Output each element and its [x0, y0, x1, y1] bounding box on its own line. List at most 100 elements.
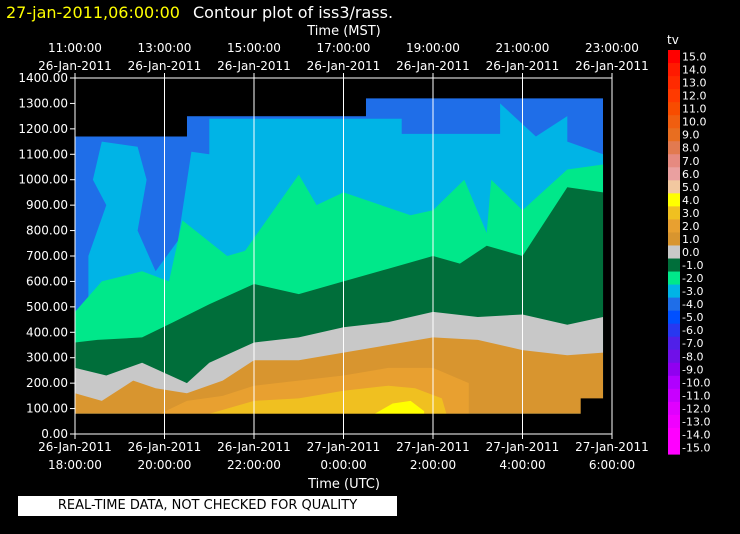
x-tick-time-bottom: 0:00:00 [320, 458, 366, 472]
colorbar-label: 4.0 [682, 194, 700, 207]
colorbar-swatch [668, 258, 680, 273]
colorbar-swatch [668, 128, 680, 142]
colorbar-label: 15.0 [682, 51, 707, 64]
y-tick-label: 500.00 [26, 300, 68, 314]
colorbar-label: -8.0 [682, 350, 703, 363]
x-tick-date-top: 26-Jan-2011 [396, 59, 470, 73]
x-axis-bottom-label: Time (UTC) [307, 477, 380, 492]
y-tick-label: 0.00 [41, 427, 68, 441]
colorbar-swatch [668, 193, 680, 207]
x-tick-date-top: 26-Jan-2011 [217, 59, 291, 73]
colorbar-swatch [668, 89, 680, 103]
x-tick-time-bottom: 20:00:00 [138, 458, 192, 472]
colorbar-swatch [668, 284, 680, 299]
y-tick-label: 400.00 [26, 325, 68, 339]
colorbar-label: 8.0 [682, 142, 700, 155]
colorbar-label: 5.0 [682, 181, 700, 194]
colorbar-label: -14.0 [682, 428, 710, 441]
colorbar-swatch [668, 388, 680, 403]
colorbar-swatch [668, 102, 680, 116]
x-tick-date-bottom: 27-Jan-2011 [486, 440, 560, 454]
colorbar-swatch [668, 362, 680, 377]
x-tick-time-top: 13:00:00 [138, 41, 192, 55]
y-tick-label: 600.00 [26, 274, 68, 288]
colorbar-label: -3.0 [682, 285, 703, 298]
colorbar-label: 11.0 [682, 103, 707, 116]
x-tick-date-bottom: 26-Jan-2011 [217, 440, 291, 454]
x-tick-time-bottom: 4:00:00 [499, 458, 545, 472]
colorbar-swatch [668, 310, 680, 325]
colorbar-label: 9.0 [682, 129, 700, 142]
axes-layer: 0.00 100.00 200.00 300.00 400.00 500.00 600.00… [18, 41, 648, 472]
colorbar-swatch [668, 375, 680, 390]
quality-notice: REAL-TIME DATA, NOT CHECKED FOR QUALITY [18, 496, 397, 516]
colorbar-label: -1.0 [682, 259, 703, 272]
colorbar-label: -5.0 [682, 311, 703, 324]
contour-band-orange [75, 337, 604, 414]
colorbar-label: -12.0 [682, 402, 710, 415]
x-tick-date-top: 26-Jan-2011 [128, 59, 202, 73]
y-tick-label: 1300.00 [18, 96, 68, 110]
no-data-top-left [75, 78, 187, 137]
colorbar-label: 6.0 [682, 168, 700, 181]
x-tick-time-top: 11:00:00 [48, 41, 102, 55]
y-tick-label: 1100.00 [18, 147, 68, 161]
x-tick-time-top: 17:00:00 [317, 41, 371, 55]
no-data-top-mid [186, 78, 366, 117]
colorbar-label: 0.0 [682, 246, 700, 259]
colorbar-label: -11.0 [682, 389, 710, 402]
y-tick-label: 800.00 [26, 224, 68, 238]
colorbar-label: -9.0 [682, 363, 703, 376]
y-tick-label: 1400.00 [18, 71, 68, 85]
y-tick-label: 900.00 [26, 198, 68, 212]
no-data-top [365, 78, 604, 99]
x-tick-date-bottom: 26-Jan-2011 [128, 440, 202, 454]
x-tick-date-bottom: 27-Jan-2011 [396, 440, 470, 454]
x-tick-time-top: 15:00:00 [227, 41, 281, 55]
colorbar-swatch [668, 180, 680, 194]
colorbar-label: -10.0 [682, 376, 710, 389]
colorbar-label: 13.0 [682, 77, 707, 90]
contour-fill-layer [75, 98, 604, 414]
colorbar-swatch [668, 167, 680, 181]
y-tick-label: 700.00 [26, 249, 68, 263]
x-tick-time-bottom: 22:00:00 [227, 458, 281, 472]
y-tick-label: 300.00 [26, 351, 68, 365]
colorbar-title: tv [667, 33, 679, 47]
colorbar-swatch [668, 232, 680, 247]
x-tick-time-top: 23:00:00 [585, 41, 639, 55]
colorbar-label: 3.0 [682, 207, 700, 220]
colorbar-label: -13.0 [682, 415, 710, 428]
colorbar-label: 7.0 [682, 155, 700, 168]
x-tick-date-top: 26-Jan-2011 [486, 59, 560, 73]
colorbar-swatch [668, 401, 680, 416]
colorbar-swatch [668, 141, 680, 155]
x-tick-date-bottom: 26-Jan-2011 [38, 440, 112, 454]
chart-title: Contour plot of iss3/rass. [193, 3, 393, 22]
colorbar-swatch [668, 414, 680, 429]
x-tick-date-top: 26-Jan-2011 [575, 59, 649, 73]
colorbar-label: 12.0 [682, 90, 707, 103]
no-data-bottom-right [580, 398, 612, 434]
colorbar-label: 2.0 [682, 220, 700, 233]
colorbar-swatch [668, 219, 680, 234]
x-tick-date-top: 26-Jan-2011 [38, 59, 112, 73]
grid-layer [164, 78, 523, 434]
colorbar-swatch [668, 154, 680, 168]
colorbar: 15.014.013.012.011.010.09.08.07.06.05.04… [668, 50, 710, 455]
x-tick-time-bottom: 18:00:00 [48, 458, 102, 472]
x-axis-top-label: Time (MST) [306, 24, 381, 39]
colorbar-swatch [668, 245, 680, 260]
y-tick-label: 200.00 [26, 376, 68, 390]
header-timestamp: 27-jan-2011,06:00:00 [6, 3, 180, 22]
colorbar-label: 14.0 [682, 64, 707, 77]
colorbar-swatch [668, 50, 680, 64]
colorbar-swatch [668, 336, 680, 351]
colorbar-swatch [668, 76, 680, 90]
no-data-right-upper [603, 78, 612, 142]
x-tick-time-bottom: 6:00:00 [589, 458, 635, 472]
no-data-mask-layer [75, 78, 612, 434]
colorbar-swatch [668, 63, 680, 77]
colorbar-swatch [668, 206, 680, 221]
